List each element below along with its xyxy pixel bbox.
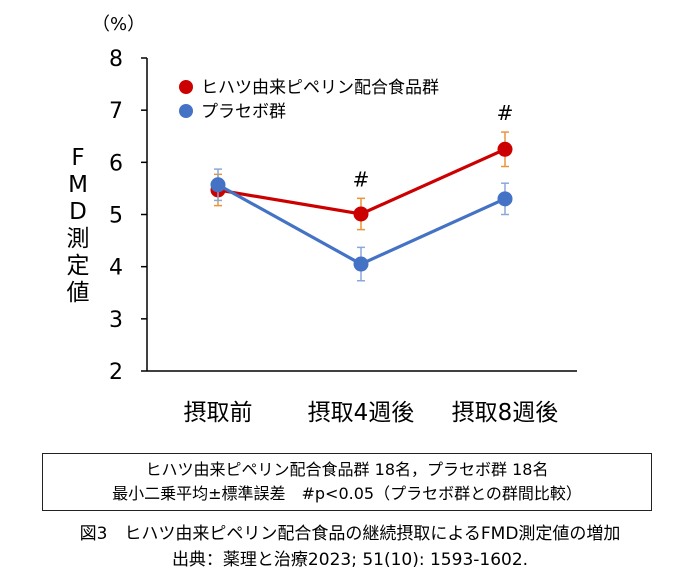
y-tick-label-0: 2 — [109, 360, 123, 385]
y-axis-label-char-0: F — [71, 145, 84, 171]
series-0 — [210, 131, 513, 231]
x-axis-categories: 摂取前 摂取4週後 摂取8週後 — [184, 400, 559, 426]
y-axis-label-char-4: 定 — [67, 253, 90, 279]
legend-label-0: ヒハツ由来ピペリン配合食品群 — [201, 78, 439, 98]
y-axis-label-char-3: 測 — [67, 226, 90, 252]
y-axis-label-char-2: D — [69, 199, 87, 225]
significance-marks: ## — [353, 101, 514, 191]
y-tick-label-4: 6 — [109, 151, 123, 176]
series-1 — [210, 168, 513, 282]
y-axis-label-char-1: M — [68, 172, 88, 198]
figure-caption: 図3 ヒハツ由来ピペリン配合食品の継続摂取によるFMD測定値の増加 — [79, 524, 621, 544]
significance-mark-1: # — [497, 101, 514, 125]
note-statistics: 最小二乗平均±標準誤差 #p<0.05（プラセボ群との群間比較） — [112, 484, 582, 503]
significance-mark-0: # — [353, 167, 370, 191]
y-tick-label-1: 3 — [109, 308, 123, 333]
y-tick-label-6: 8 — [109, 47, 123, 72]
y-tick-label-3: 5 — [109, 204, 123, 229]
note-sample-size: ヒハツ由来ピペリン配合食品群 18名，プラセボ群 18名 — [145, 460, 549, 479]
legend-label-1: プラセボ群 — [201, 102, 286, 122]
y-axis-ticks: 2 3 4 5 6 7 8 — [109, 47, 147, 385]
y-axis-label: FMD測定値 — [67, 145, 90, 306]
legend-item-0: ヒハツ由来ピペリン配合食品群 — [179, 78, 439, 98]
x-category-label-1: 摂取4週後 — [308, 400, 415, 426]
y-tick-label-2: 4 — [109, 256, 123, 281]
legend-marker-1 — [179, 104, 193, 118]
y-tick-label-5: 7 — [109, 99, 123, 124]
legend-marker-0 — [179, 80, 193, 94]
x-category-label-2: 摂取8週後 — [452, 400, 559, 426]
y-axis-label-char-5: 値 — [67, 280, 90, 306]
series-1-point-1 — [353, 256, 369, 272]
series-layer — [210, 131, 513, 282]
series-0-point-2 — [497, 141, 513, 157]
note-box: ヒハツ由来ピペリン配合食品群 18名，プラセボ群 18名 最小二乗平均±標準誤差… — [42, 453, 652, 511]
y-unit-label: （%） — [92, 14, 145, 35]
legend-item-1: プラセボ群 — [179, 102, 286, 122]
series-0-point-1 — [353, 206, 369, 222]
series-1-point-0 — [210, 177, 226, 193]
figure-source: 出典：薬理と治療2023; 51(10): 1593-1602. — [171, 550, 529, 570]
x-category-label-0: 摂取前 — [184, 400, 253, 426]
series-1-point-2 — [497, 191, 513, 207]
